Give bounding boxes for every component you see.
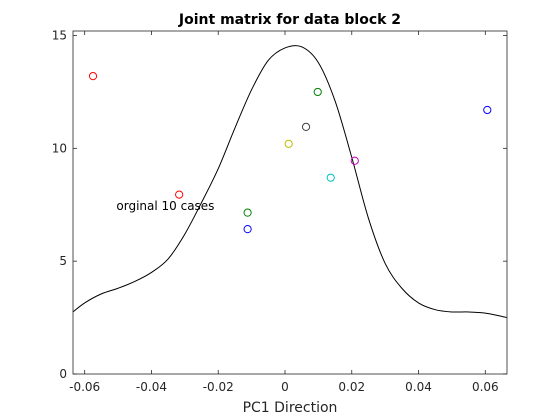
y-tick-label: 5: [59, 254, 67, 268]
data-point: [313, 87, 322, 97]
plot-area: [73, 31, 507, 374]
y-tick-label: 0: [59, 367, 67, 381]
data-point: [483, 105, 492, 115]
chart-title: Joint matrix for data block 2: [178, 12, 401, 28]
x-tick-label: -0.02: [203, 380, 234, 394]
x-tick-label: -0.06: [69, 380, 100, 394]
density-curve: [72, 44, 508, 319]
data-point: [284, 139, 293, 148]
data-point: [243, 208, 252, 217]
data-point: [243, 225, 252, 234]
x-tick-label: 0.04: [405, 380, 432, 394]
data-point: [301, 122, 311, 132]
y-tick-label: 15: [52, 29, 67, 43]
data-point: [326, 173, 335, 182]
x-tick-label: 0.06: [472, 380, 499, 394]
y-tick-label: 10: [52, 141, 67, 155]
data-point: [350, 156, 359, 165]
x-axis-label: PC1 Direction: [243, 400, 338, 416]
data-point: [175, 190, 184, 199]
x-tick-label: -0.04: [136, 380, 167, 394]
data-point: [88, 72, 98, 81]
x-tick-label: 0.02: [338, 380, 365, 394]
axes-box: [72, 30, 508, 375]
annotation-text: orginal 10 cases: [116, 199, 214, 213]
x-tick-label: 0: [281, 380, 289, 394]
